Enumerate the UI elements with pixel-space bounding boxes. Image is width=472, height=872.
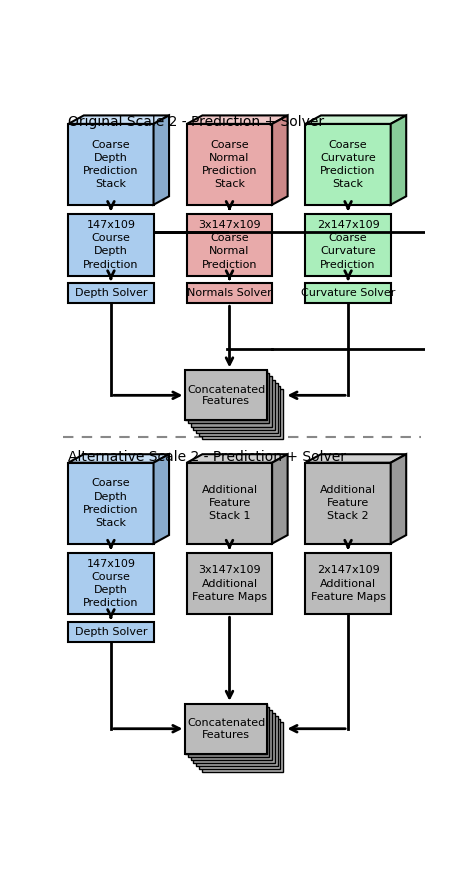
Polygon shape xyxy=(199,385,280,436)
Text: Coarse
Curvature
Prediction
Stack: Coarse Curvature Prediction Stack xyxy=(320,140,376,189)
Polygon shape xyxy=(68,115,169,124)
Polygon shape xyxy=(187,115,287,124)
Polygon shape xyxy=(185,371,267,420)
Text: Coarse
Depth
Prediction
Stack: Coarse Depth Prediction Stack xyxy=(83,140,139,189)
Polygon shape xyxy=(305,553,391,615)
Polygon shape xyxy=(305,463,391,543)
Polygon shape xyxy=(202,722,283,773)
Polygon shape xyxy=(305,454,406,463)
Text: Depth Solver: Depth Solver xyxy=(75,627,147,637)
Text: 3x147x109
Coarse
Normal
Prediction: 3x147x109 Coarse Normal Prediction xyxy=(198,220,261,269)
Text: Curvature Solver: Curvature Solver xyxy=(301,289,395,298)
Text: Original Scale 2 - Prediction + Solver: Original Scale 2 - Prediction + Solver xyxy=(68,115,324,129)
Polygon shape xyxy=(68,553,153,615)
Polygon shape xyxy=(305,124,391,205)
Polygon shape xyxy=(272,454,287,543)
Polygon shape xyxy=(68,214,153,276)
Polygon shape xyxy=(194,379,275,430)
Polygon shape xyxy=(305,214,391,276)
Polygon shape xyxy=(187,124,272,205)
Polygon shape xyxy=(185,371,267,420)
Polygon shape xyxy=(187,553,272,615)
Text: Concatenated
Features: Concatenated Features xyxy=(187,385,265,406)
Text: 147x109
Course
Depth
Prediction: 147x109 Course Depth Prediction xyxy=(83,559,139,609)
Polygon shape xyxy=(187,463,272,543)
Polygon shape xyxy=(194,713,275,763)
Text: 3x147x109
Additional
Feature Maps: 3x147x109 Additional Feature Maps xyxy=(192,565,267,602)
Text: Additional
Feature
Stack 1: Additional Feature Stack 1 xyxy=(202,485,258,521)
Text: Additional
Feature
Stack 2: Additional Feature Stack 2 xyxy=(320,485,376,521)
Polygon shape xyxy=(199,719,280,769)
Text: Coarse
Normal
Prediction
Stack: Coarse Normal Prediction Stack xyxy=(202,140,257,189)
Polygon shape xyxy=(188,707,270,757)
Polygon shape xyxy=(153,115,169,205)
Polygon shape xyxy=(68,454,169,463)
Polygon shape xyxy=(68,283,153,303)
Polygon shape xyxy=(196,383,278,433)
Text: Alternative Scale 2 - Prediction + Solver: Alternative Scale 2 - Prediction + Solve… xyxy=(68,450,346,464)
Polygon shape xyxy=(187,454,287,463)
Polygon shape xyxy=(187,283,272,303)
Text: 147x109
Course
Depth
Prediction: 147x109 Course Depth Prediction xyxy=(83,220,139,269)
Polygon shape xyxy=(305,283,391,303)
Polygon shape xyxy=(272,115,287,205)
Text: Depth Solver: Depth Solver xyxy=(75,289,147,298)
Polygon shape xyxy=(196,716,278,766)
Text: 2x147x109
Coarse
Curvature
Prediction: 2x147x109 Coarse Curvature Prediction xyxy=(317,220,379,269)
Polygon shape xyxy=(185,704,267,753)
Text: Normals Solver: Normals Solver xyxy=(187,289,272,298)
Polygon shape xyxy=(68,622,153,642)
Polygon shape xyxy=(202,389,283,439)
Polygon shape xyxy=(191,710,272,760)
Text: Concatenated
Features: Concatenated Features xyxy=(187,718,265,739)
Polygon shape xyxy=(68,124,153,205)
Polygon shape xyxy=(185,704,267,753)
Polygon shape xyxy=(391,115,406,205)
Polygon shape xyxy=(187,214,272,276)
Polygon shape xyxy=(191,377,272,426)
Polygon shape xyxy=(305,115,406,124)
Polygon shape xyxy=(153,454,169,543)
Polygon shape xyxy=(188,373,270,424)
Text: Coarse
Depth
Prediction
Stack: Coarse Depth Prediction Stack xyxy=(83,479,139,528)
Polygon shape xyxy=(68,463,153,543)
Polygon shape xyxy=(391,454,406,543)
Text: 2x147x109
Additional
Feature Maps: 2x147x109 Additional Feature Maps xyxy=(311,565,386,602)
